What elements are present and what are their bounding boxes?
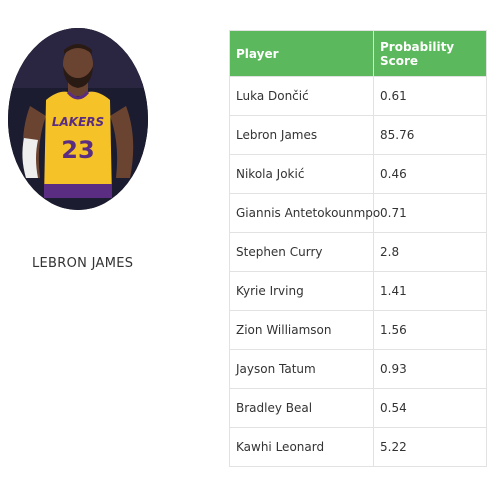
column-header-probability-score: Probability Score (373, 30, 487, 77)
table-row: Giannis Antetokounmpo 0.71 (229, 193, 487, 233)
table-row: Bradley Beal 0.54 (229, 388, 487, 428)
table-row: Luka Dončić 0.61 (229, 76, 487, 116)
score-cell: 0.46 (373, 154, 487, 194)
player-cell: Jayson Tatum (229, 349, 374, 389)
score-cell: 0.93 (373, 349, 487, 389)
probability-table: Player Probability Score Luka Dončić 0.6… (229, 30, 487, 467)
table-header-row: Player Probability Score (229, 30, 487, 77)
player-cell: Nikola Jokić (229, 154, 374, 194)
score-cell: 0.54 (373, 388, 487, 428)
svg-text:23: 23 (61, 136, 94, 164)
svg-text:LAKERS: LAKERS (52, 115, 104, 129)
score-cell: 1.56 (373, 310, 487, 350)
table-row: Kyrie Irving 1.41 (229, 271, 487, 311)
table-row: Nikola Jokić 0.46 (229, 154, 487, 194)
table-row: Kawhi Leonard 5.22 (229, 427, 487, 467)
player-cell: Kyrie Irving (229, 271, 374, 311)
score-cell: 0.61 (373, 76, 487, 116)
score-cell: 85.76 (373, 115, 487, 155)
score-cell: 5.22 (373, 427, 487, 467)
player-photo-image: LAKERS 23 (8, 28, 148, 210)
table-row: Jayson Tatum 0.93 (229, 349, 487, 389)
player-cell: Stephen Curry (229, 232, 374, 272)
player-cell: Zion Williamson (229, 310, 374, 350)
player-cell: Kawhi Leonard (229, 427, 374, 467)
player-photo: LAKERS 23 (8, 28, 148, 210)
table-row: Lebron James 85.76 (229, 115, 487, 155)
table-row: Zion Williamson 1.56 (229, 310, 487, 350)
player-cell: Luka Dončić (229, 76, 374, 116)
column-header-player: Player (229, 30, 374, 77)
player-cell: Bradley Beal (229, 388, 374, 428)
table-row: Stephen Curry 2.8 (229, 232, 487, 272)
player-cell: Lebron James (229, 115, 374, 155)
score-cell: 1.41 (373, 271, 487, 311)
player-cell: Giannis Antetokounmpo (229, 193, 380, 233)
player-name: LEBRON JAMES (32, 256, 134, 271)
score-cell: 2.8 (373, 232, 487, 272)
score-cell: 0.71 (373, 193, 487, 233)
